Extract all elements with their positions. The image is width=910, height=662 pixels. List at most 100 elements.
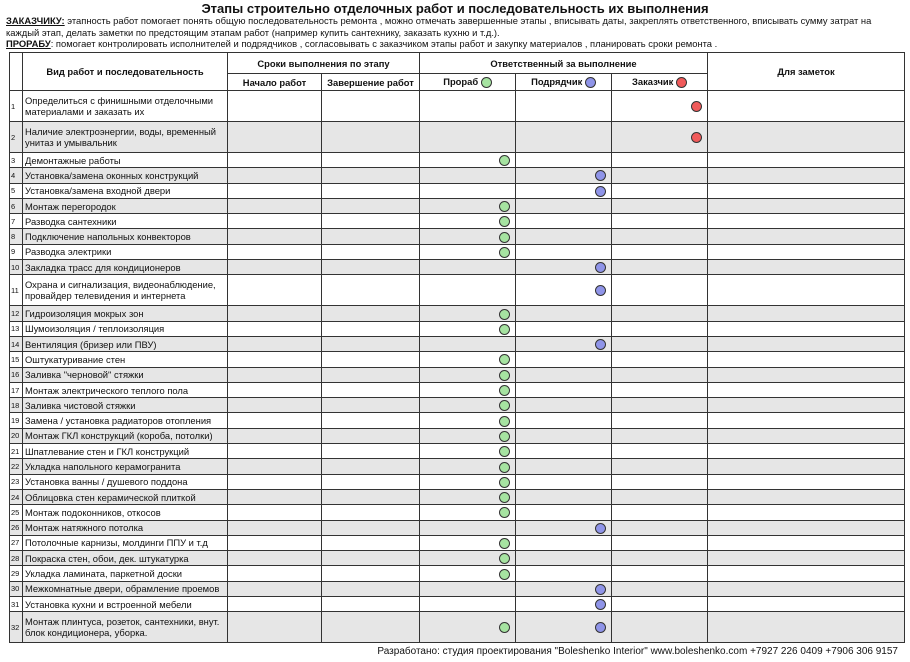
foreman-text: : помогает контролировать исполнителей и… — [50, 38, 718, 50]
client-text: этапность работ помогает понять общую по… — [6, 15, 872, 38]
start-cell — [227, 305, 322, 322]
work-name: Заливка чистовой стяжки — [22, 397, 228, 414]
responsible-marker — [691, 101, 702, 112]
responsible-cell — [611, 412, 708, 429]
start-cell — [227, 90, 322, 122]
responsible-marker — [499, 323, 510, 335]
responsible-cell — [611, 611, 708, 644]
row-number: 22 — [9, 458, 23, 475]
work-name: Определиться с финишными отделочными мат… — [22, 90, 228, 122]
responsible-marker — [595, 599, 606, 611]
notes-cell — [707, 504, 905, 521]
row-number: 2 — [9, 121, 23, 153]
responsible-cell — [419, 243, 516, 261]
end-cell — [321, 274, 420, 307]
responsible-cell — [611, 519, 708, 536]
responsible-cell — [515, 167, 612, 184]
work-name: Установка ванны / душевого поддона — [22, 473, 228, 490]
end-cell — [321, 565, 420, 582]
start-cell — [227, 335, 322, 353]
client-note: ЗАКАЗЧИКУ: этапность работ помогает поня… — [6, 15, 906, 38]
table-row: 26 Монтаж натяжного потолка — [9, 519, 905, 536]
table-row: 14 Вентиляция (бризер или ПВУ) — [9, 335, 905, 353]
responsible-marker — [595, 583, 606, 595]
work-name: Разводка электрики — [22, 243, 228, 261]
notes-cell — [707, 151, 905, 169]
table-row: 7 Разводка сантехники — [9, 213, 905, 230]
row-number: 6 — [9, 197, 23, 215]
responsible-marker — [499, 385, 510, 397]
table-row: 23 Установка ванны / душевого поддона — [9, 473, 905, 490]
row-number: 13 — [9, 320, 23, 337]
responsible-marker — [595, 622, 606, 634]
start-cell — [227, 550, 322, 567]
header-cell: Вид работ и последовательность — [22, 52, 228, 91]
end-cell — [321, 473, 420, 490]
responsible-cell — [515, 351, 612, 368]
start-cell — [227, 427, 322, 445]
role-name: Подрядчик — [531, 75, 583, 87]
row-number: 30 — [9, 580, 23, 598]
title: Этапы строительно отделочных работ и пос… — [201, 1, 709, 16]
responsible-marker — [499, 507, 510, 519]
responsible-cell — [419, 473, 516, 490]
notes-cell — [707, 381, 905, 399]
responsible-cell — [515, 151, 612, 169]
responsible-cell — [419, 611, 516, 644]
row-number: 29 — [9, 565, 23, 582]
start-cell — [227, 473, 322, 490]
responsible-cell — [611, 213, 708, 230]
responsible-cell — [515, 427, 612, 445]
table-row: 21 Шпатлевание стен и ГКЛ конструкций — [9, 443, 905, 460]
responsible-cell — [515, 519, 612, 536]
responsible-cell — [419, 580, 516, 598]
responsible-cell — [611, 351, 708, 368]
start-cell — [227, 213, 322, 230]
responsible-cell — [611, 443, 708, 460]
work-name: Гидроизоляция мокрых зон — [22, 305, 228, 322]
responsible-cell — [515, 534, 612, 552]
work-name: Облицовка стен керамической плиткой — [22, 488, 228, 506]
table-row: 28 Покраска стен, обои, дек. штукатурка — [9, 550, 905, 567]
responsible-cell — [515, 213, 612, 230]
end-cell — [321, 243, 420, 261]
end-cell — [321, 397, 420, 414]
end-cell — [321, 381, 420, 399]
responsible-marker — [499, 553, 510, 565]
table-row: 32 Монтаж плинтуса, розеток, сантехники, … — [9, 611, 905, 644]
responsible-cell — [419, 305, 516, 322]
stages-table: Вид работ и последовательность Сроки вып… — [9, 52, 905, 644]
work-name: Монтаж подоконников, откосов — [22, 504, 228, 521]
end-cell — [321, 182, 420, 199]
header-cell: Завершение работ — [321, 73, 420, 91]
responsible-cell — [515, 611, 612, 644]
work-name: Замена / установка радиаторов отопления — [22, 412, 228, 429]
responsible-marker — [691, 132, 702, 143]
header-cell: Сроки выполнения по этапу — [227, 52, 420, 74]
end-cell — [321, 412, 420, 429]
header-cell: Подрядчик — [515, 73, 612, 91]
header-cell: Прораб — [419, 73, 516, 91]
notes-cell — [707, 580, 905, 598]
work-name: Установка кухни и встроенной мебели — [22, 596, 228, 613]
end-cell — [321, 197, 420, 215]
notes-cell — [707, 305, 905, 322]
header-cell — [9, 52, 23, 91]
responsible-cell — [515, 443, 612, 460]
notes-cell — [707, 443, 905, 460]
responsible-cell — [515, 320, 612, 337]
work-name: Монтаж ГКЛ конструкций (короба, потолки) — [22, 427, 228, 445]
work-name: Потолочные карнизы, молдинги ППУ и т.д — [22, 534, 228, 552]
work-name: Межкомнатные двери, обрамление проемов — [22, 580, 228, 598]
notes-cell — [707, 90, 905, 122]
responsible-cell — [515, 182, 612, 199]
responsible-cell — [515, 565, 612, 582]
responsible-cell — [419, 228, 516, 245]
table-row: 17 Монтаж электрического теплого пола — [9, 381, 905, 399]
responsible-cell — [611, 488, 708, 506]
end-cell — [321, 504, 420, 521]
responsible-cell — [419, 397, 516, 414]
responsible-cell — [611, 596, 708, 613]
row-number: 28 — [9, 550, 23, 567]
responsible-cell — [611, 90, 708, 122]
